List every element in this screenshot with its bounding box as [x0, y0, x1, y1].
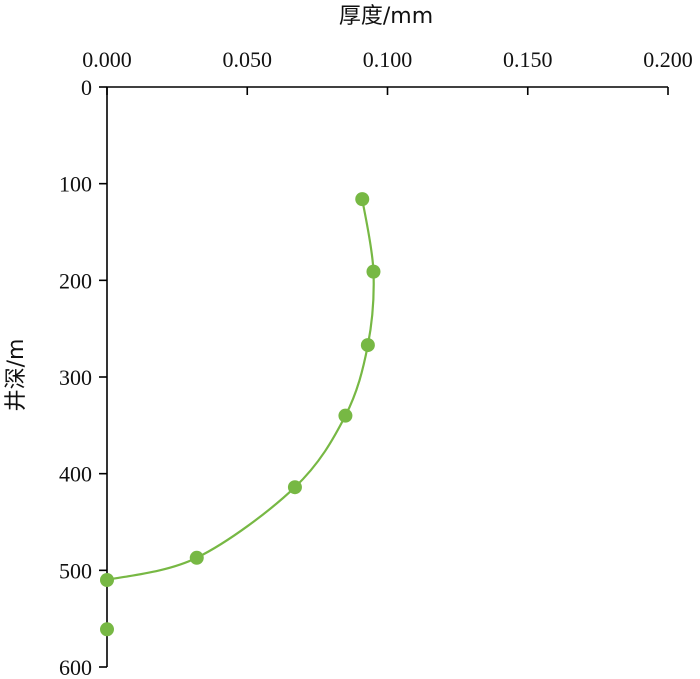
- x-tick-label: 0.200: [643, 47, 693, 72]
- x-axis-ticks: 0.000 0.050 0.100 0.150 0.200: [82, 47, 693, 95]
- y-axis-title: 井深/m: [4, 339, 29, 412]
- data-point: [338, 408, 353, 423]
- y-tick-label: 400: [59, 462, 92, 487]
- x-tick-label: 0.100: [363, 47, 413, 72]
- data-point: [100, 573, 114, 587]
- x-axis-title: 厚度/mm: [339, 4, 433, 29]
- data-point: [355, 192, 370, 207]
- y-tick-label: 300: [59, 365, 92, 390]
- data-point: [360, 338, 375, 353]
- y-tick-label: 100: [59, 172, 92, 197]
- x-tick-label: 0.150: [503, 47, 553, 72]
- data-point: [366, 264, 381, 279]
- y-tick-label: 0: [81, 75, 92, 100]
- data-point: [287, 480, 302, 495]
- y-tick-label: 500: [59, 558, 92, 583]
- y-tick-label: 200: [59, 268, 92, 293]
- x-tick-label: 0.000: [82, 47, 132, 72]
- data-point: [100, 622, 114, 637]
- data-series: [100, 192, 381, 637]
- y-axis-ticks: 0 100 200 300 400 500 600: [59, 75, 107, 679]
- data-point: [189, 550, 204, 565]
- x-tick-label: 0.050: [223, 47, 273, 72]
- series-line: [106, 198, 375, 582]
- axes: [106, 86, 668, 667]
- y-tick-label: 600: [59, 655, 92, 679]
